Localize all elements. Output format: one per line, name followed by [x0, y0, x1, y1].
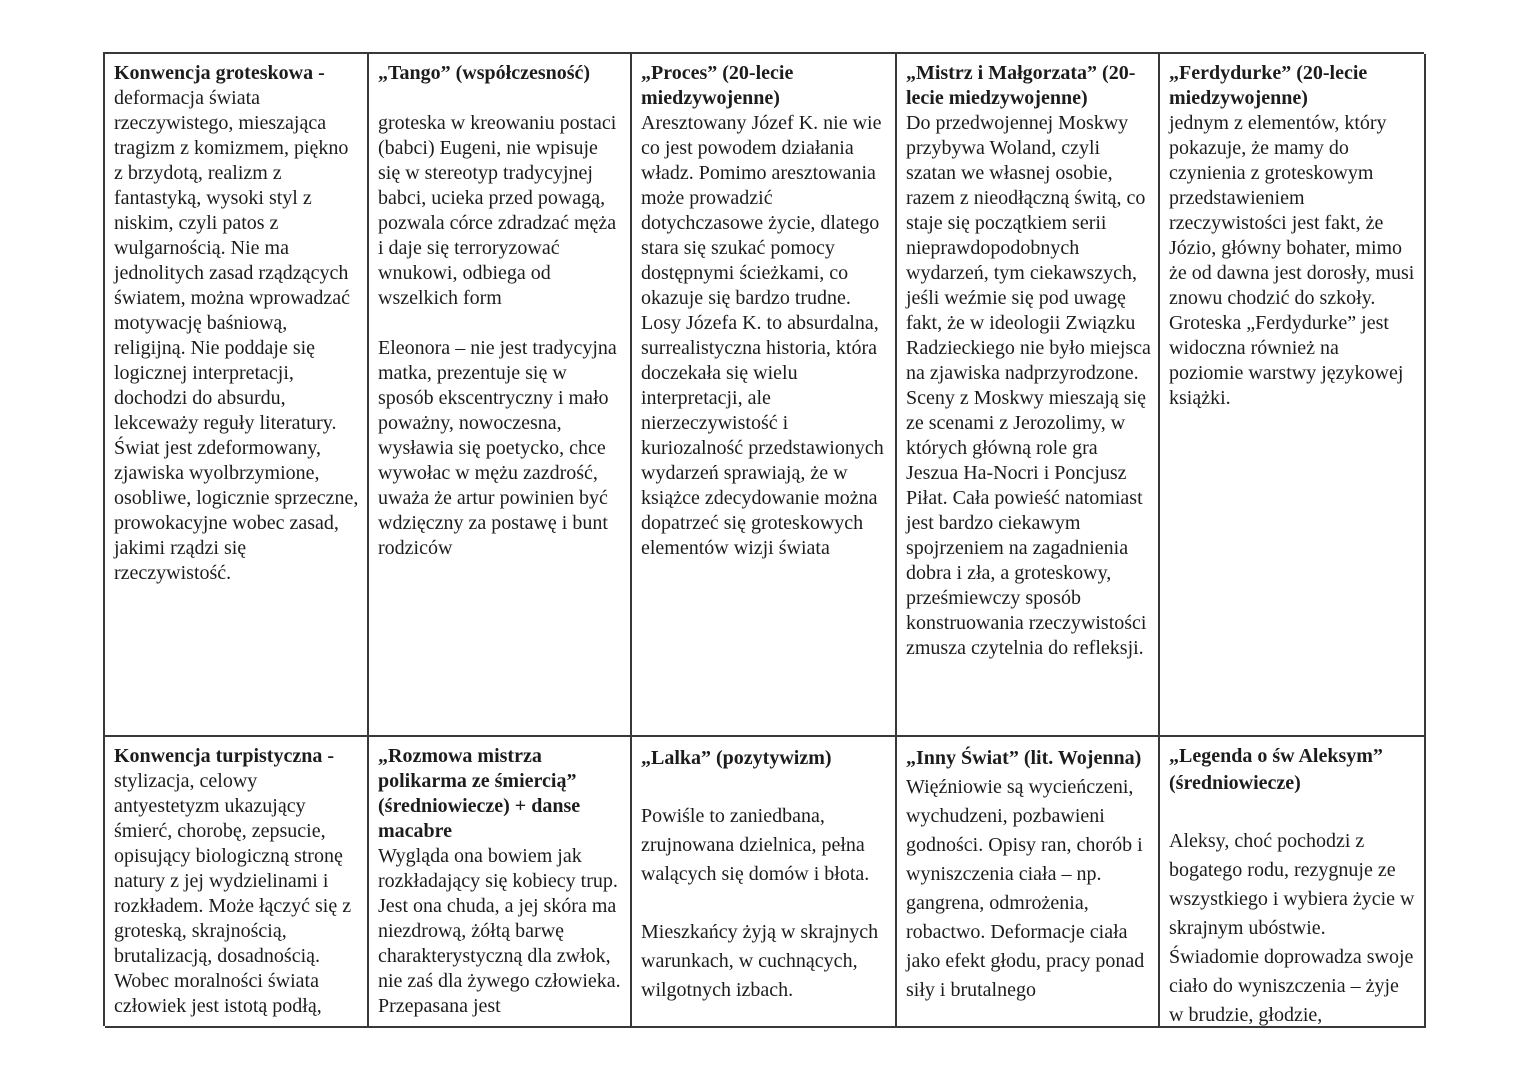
cell-inny-swiat: „Inny Świat” (lit. Wojenna) Więźniowie s… — [897, 737, 1160, 1028]
cell-text: Aleksy, choć pochodzi z bogatego rodu, r… — [1169, 830, 1415, 1026]
cell-mistrz-i-malgorzata: „Mistrz i Małgorzata” (20-lecie miedzywo… — [897, 54, 1160, 737]
cell-title: Konwencja turpistyczna - — [114, 745, 334, 767]
cell-lalka: „Lalka” (pozytywizm) Powiśle to zaniedba… — [632, 737, 897, 1028]
cell-title: „Tango” (współczesność) — [378, 62, 591, 84]
cell-title: „Ferdydurke” (20-lecie miedzywojenne) — [1169, 62, 1368, 109]
cell-title: „Lalka” (pozytywizm) — [641, 747, 832, 769]
literary-conventions-table: Konwencja groteskowa - deformacja świata… — [103, 52, 1426, 1028]
cell-tango: „Tango” (współczesność) groteska w kreow… — [369, 54, 632, 737]
cell-legenda-o-sw-aleksym: „Legenda o św Aleksym” (średniowiecze) A… — [1160, 737, 1426, 1028]
cell-title: Konwencja groteskowa - — [114, 62, 325, 84]
cell-title: „Mistrz i Małgorzata” (20-lecie miedzywo… — [906, 62, 1136, 109]
cell-text: Powiśle to zaniedbana, zrujnowana dzieln… — [641, 805, 879, 1001]
cell-text: Wygląda ona bowiem jak rozkładający się … — [378, 845, 621, 1017]
cell-text: jednym z elementów, który pokazuje, że m… — [1169, 112, 1415, 409]
cell-text: Do przedwojennej Moskwy przybywa Woland,… — [906, 112, 1151, 659]
cell-konwencja-turpistyczna: Konwencja turpistyczna - stylizacja, cel… — [105, 737, 369, 1028]
cell-text: stylizacja, celowy antyestetyzm ukazując… — [114, 770, 352, 1017]
cell-text: Aresztowany Józef K. nie wie co jest pow… — [641, 112, 884, 559]
cell-text: deformacja świata rzeczywistego, mieszaj… — [114, 87, 359, 584]
cell-title: „Rozmowa mistrza polikarma ze śmiercią” … — [378, 745, 581, 842]
cell-title: „Inny Świat” (lit. Wojenna) — [906, 747, 1142, 769]
cell-rozmowa-mistrza-polikarpa: „Rozmowa mistrza polikarma ze śmiercią” … — [369, 737, 632, 1028]
cell-konwencja-groteskowa: Konwencja groteskowa - deformacja świata… — [105, 54, 369, 737]
cell-proces: „Proces” (20-lecie miedzywojenne) Areszt… — [632, 54, 897, 737]
cell-title: „Legenda o św Aleksym” (średniowiecze) — [1169, 745, 1383, 794]
cell-ferdydurke: „Ferdydurke” (20-lecie miedzywojenne) je… — [1160, 54, 1426, 737]
cell-text: Więźniowie są wycieńczeni, wychudzeni, p… — [906, 776, 1145, 1001]
cell-text: groteska w kreowaniu postaci (babci) Eug… — [378, 112, 617, 559]
cell-title: „Proces” (20-lecie miedzywojenne) — [641, 62, 794, 109]
